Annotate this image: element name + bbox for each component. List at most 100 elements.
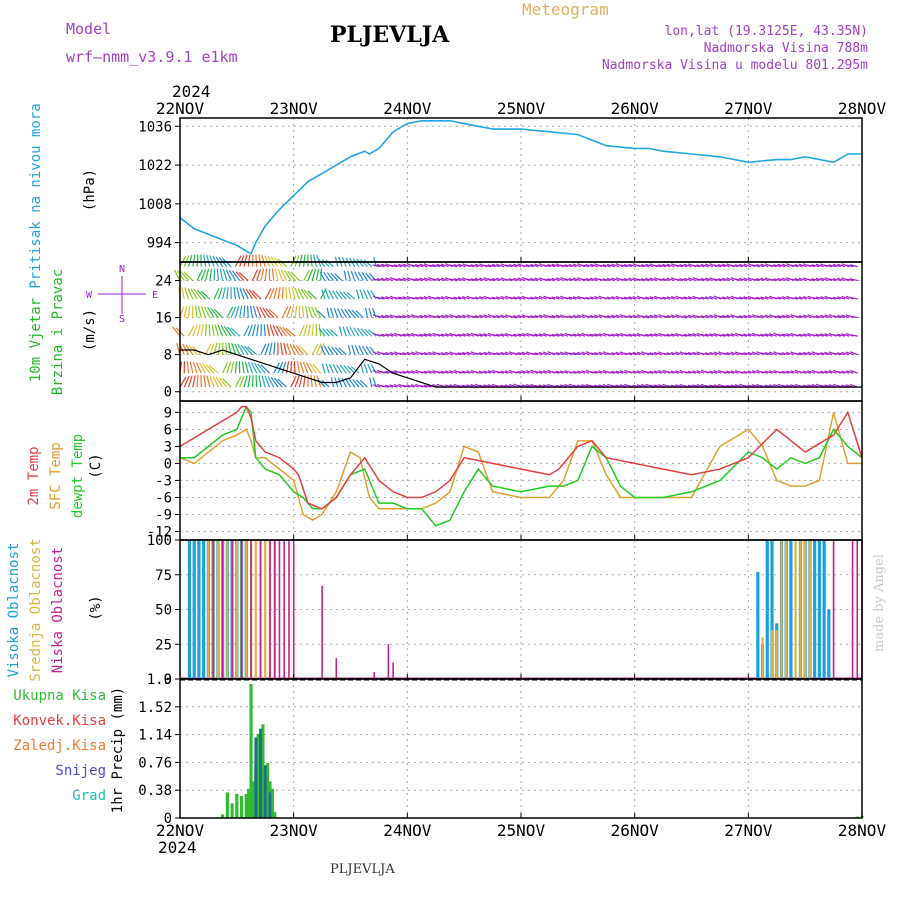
wind-barb (470, 332, 479, 337)
wind-barb (189, 361, 194, 374)
wind-barb (307, 269, 314, 281)
wind-barb (288, 287, 292, 300)
wind-barb (738, 333, 748, 337)
wind-barb (255, 375, 258, 388)
wind-barb (738, 352, 748, 356)
wind-barb (354, 345, 360, 355)
wind-barb (657, 278, 667, 282)
wind-barb (330, 272, 339, 281)
wind-barb (692, 351, 701, 356)
wind-barb (376, 351, 385, 356)
y-tick-label: 24 (155, 274, 172, 290)
wind-barb (662, 333, 671, 337)
wind-barb (504, 264, 513, 268)
wind-barb (186, 361, 190, 374)
wind-barb (415, 278, 424, 282)
wind-barb (666, 277, 675, 282)
wind-barb (743, 333, 752, 337)
wind-barb (347, 344, 352, 355)
wind-barb (323, 345, 330, 355)
cloud-low-bar (278, 540, 281, 679)
wind-barb (193, 289, 202, 300)
wind-barb (222, 287, 226, 300)
cloud-low-bar (292, 540, 295, 679)
wind-barb (832, 352, 841, 356)
wind-barb (670, 333, 679, 337)
wind-barb (747, 370, 756, 374)
wind-barb (555, 370, 564, 374)
wind-barb (794, 315, 803, 319)
wind-barb (286, 306, 292, 318)
wind-barb (722, 263, 731, 268)
wind-barb (777, 315, 786, 319)
wind-barb (589, 371, 598, 374)
wind-barb (192, 375, 196, 388)
wind-barb (730, 277, 739, 282)
wind-barb (339, 364, 347, 374)
wind-barb (247, 254, 251, 267)
wind-barb (453, 277, 462, 282)
wind-barb (479, 333, 488, 337)
wind-barb (226, 361, 232, 374)
panel-frame (179, 261, 863, 402)
wind-barb (470, 315, 479, 319)
wind-barb (304, 305, 309, 318)
wind-barb (717, 334, 726, 337)
wind-barb (794, 296, 803, 300)
wind-barb (289, 343, 296, 355)
wind-barb (696, 370, 705, 374)
wind-barb (360, 363, 364, 374)
wind-barb (353, 327, 360, 337)
wind-barb (333, 308, 339, 318)
x-tick-label: 26NOV (611, 821, 660, 840)
wind-barb (393, 264, 402, 268)
wind-barb (568, 296, 577, 300)
wind-speed-line (180, 349, 862, 388)
wind-barb (585, 278, 594, 282)
year-top-label: 2024 (172, 82, 211, 101)
wind-barb (606, 277, 615, 282)
wind-barb (294, 255, 300, 267)
wind-barb (487, 296, 496, 300)
wind-barb (764, 333, 773, 337)
wind-barb (427, 264, 436, 268)
wind-barb (841, 295, 850, 300)
wind-barb (273, 377, 283, 388)
x-tick-label: 28NOV (838, 821, 887, 840)
wind-barb (773, 296, 782, 300)
wind-barb (730, 333, 739, 337)
wind-barb (364, 307, 369, 318)
wind-barb (807, 278, 816, 282)
wind-barb (367, 363, 373, 374)
wind-barb (209, 255, 215, 267)
wind-barb (487, 264, 496, 268)
wind-barb (171, 326, 181, 337)
wind-barb (298, 345, 309, 356)
wind-barb (794, 369, 803, 374)
wind-barb (243, 305, 246, 318)
wind-barb (589, 333, 598, 337)
frame-layer (175, 117, 863, 819)
wind-barb (619, 370, 628, 374)
wind-barb (214, 324, 219, 337)
wind-barb (393, 296, 402, 300)
wind-barb (222, 361, 229, 374)
wind-barb (726, 370, 735, 374)
wind-barb (670, 351, 679, 356)
wind-barb (457, 277, 466, 282)
precip-legend-4: Grad (72, 788, 106, 804)
wind-barb (265, 308, 275, 318)
sfc-temp-line (179, 412, 862, 522)
wind-barb (258, 254, 262, 267)
wind-barb (183, 305, 188, 318)
wind-barb (525, 264, 534, 268)
wind-barb (508, 296, 517, 300)
wind-barb (530, 352, 539, 356)
wind-barb (462, 295, 471, 300)
wind-barb (449, 370, 458, 374)
cloud-mid-bar (207, 540, 210, 679)
wind-barb (243, 254, 248, 267)
wind-barb (449, 278, 458, 282)
wind-barb (277, 269, 283, 281)
wind-barb (177, 270, 185, 281)
